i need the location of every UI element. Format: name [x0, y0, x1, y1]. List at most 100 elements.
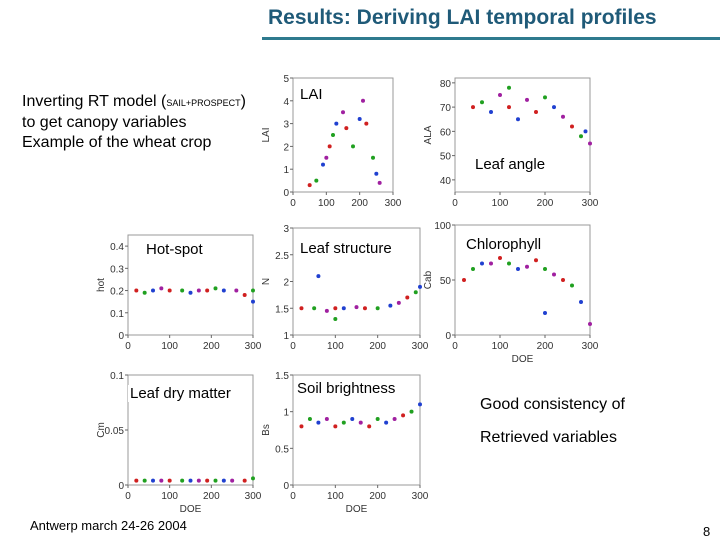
data-point [307, 183, 312, 188]
data-point [299, 424, 304, 429]
data-point [307, 417, 312, 421]
data-point [188, 478, 193, 483]
y-axis-label: Cab [423, 270, 434, 289]
data-point [357, 117, 362, 122]
y-tick-label: 60 [440, 127, 452, 138]
data-point [351, 144, 355, 149]
y-tick-label: 1 [283, 331, 289, 342]
data-point [418, 402, 422, 407]
x-tick-label: 200 [351, 198, 368, 209]
y-tick-label: 0.3 [110, 264, 124, 275]
y-tick-label: 40 [440, 176, 452, 187]
footer: Antwerp march 24-26 2004 [30, 518, 187, 533]
y-axis-label: hot [96, 278, 107, 292]
x-tick-label: 100 [161, 341, 178, 352]
data-point [396, 300, 401, 305]
data-point [367, 424, 372, 429]
data-point [312, 306, 317, 311]
data-point [333, 316, 338, 321]
x-tick-label: 300 [385, 198, 402, 209]
data-point [516, 267, 520, 271]
data-point [180, 288, 185, 293]
y-tick-label: 0.05 [105, 426, 125, 437]
data-point [333, 424, 338, 429]
y-tick-label: 80 [440, 79, 452, 90]
data-point [525, 264, 529, 269]
panel-annotation: Leaf structure [300, 240, 392, 257]
y-tick-label: 0 [283, 188, 289, 199]
data-point [213, 286, 218, 291]
annotation-background [295, 380, 398, 397]
y-tick-label: 0.4 [110, 242, 124, 253]
data-point [375, 417, 380, 421]
data-point [180, 478, 185, 483]
data-point [384, 420, 389, 425]
data-point [561, 114, 565, 119]
x-tick-label: 100 [161, 491, 178, 502]
data-point [213, 478, 218, 483]
data-point [316, 274, 321, 279]
y-tick-label: 0 [118, 481, 124, 492]
slide-title: Results: Deriving LAI temporal profiles [268, 6, 657, 29]
data-point [489, 109, 493, 114]
data-point [552, 105, 556, 110]
y-tick-label: 4 [283, 97, 289, 108]
text: SAIL+PROSPECT [166, 98, 241, 108]
data-point [543, 95, 547, 100]
data-point [498, 92, 502, 97]
data-point [507, 261, 511, 266]
x-tick-label: 0 [290, 198, 296, 209]
y-tick-label: 2 [283, 142, 289, 153]
page-number: 8 [703, 524, 711, 539]
x-tick-label: 0 [290, 341, 296, 352]
data-point [159, 286, 164, 291]
data-point [324, 417, 329, 421]
data-point [196, 288, 201, 293]
data-point [388, 303, 393, 308]
data-point [341, 420, 346, 425]
y-tick-label: 2.5 [275, 251, 289, 262]
x-tick-label: 100 [327, 341, 344, 352]
data-point [552, 272, 556, 277]
y-tick-label: 2 [283, 278, 289, 289]
x-tick-label: 0 [125, 491, 131, 502]
x-tick-label: 200 [203, 491, 220, 502]
y-tick-label: 5 [283, 74, 289, 85]
data-point [418, 284, 422, 289]
x-tick-label: 100 [492, 341, 509, 352]
data-point [230, 478, 235, 483]
intro-line: Inverting RT model (SAIL+PROSPECT) [22, 92, 246, 113]
data-point [242, 478, 247, 483]
text: Inverting RT model ( [22, 93, 167, 110]
data-point [489, 261, 493, 266]
data-point [331, 133, 335, 137]
data-point [341, 306, 346, 311]
x-tick-label: 100 [492, 198, 509, 209]
data-point [234, 288, 239, 293]
annotation-background [473, 156, 548, 173]
data-point [413, 290, 418, 295]
data-point [251, 288, 255, 293]
data-point [350, 417, 355, 421]
plot-frame [454, 77, 591, 193]
intro-text: Inverting RT model (SAIL+PROSPECT) to ge… [22, 92, 246, 153]
data-point [401, 413, 406, 418]
data-point [570, 283, 574, 288]
data-point [588, 322, 592, 326]
y-tick-label: 1.5 [275, 371, 289, 382]
y-tick-label: 0.2 [110, 287, 124, 298]
x-tick-label: 300 [412, 491, 429, 502]
y-tick-label: 1 [283, 408, 289, 419]
y-tick-label: 0.1 [110, 371, 124, 382]
x-tick-label: 300 [245, 491, 262, 502]
data-point [361, 98, 365, 103]
annotation-background [128, 385, 233, 402]
data-point [151, 288, 155, 293]
data-point [205, 288, 210, 293]
data-point [316, 420, 321, 425]
data-point [375, 306, 380, 311]
y-tick-label: 3 [283, 224, 289, 235]
data-point [480, 261, 484, 266]
text: ) [240, 93, 246, 110]
